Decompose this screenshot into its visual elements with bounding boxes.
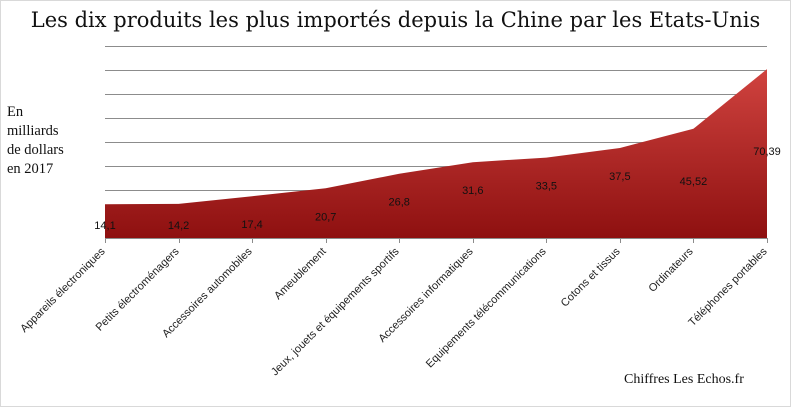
data-label: 17,4 <box>241 219 262 231</box>
y-axis-label-line: milliards <box>7 123 59 139</box>
x-tick-label: Téléphones portables <box>686 245 770 329</box>
data-label: 70,39 <box>753 146 781 158</box>
data-label: 14,1 <box>94 220 115 232</box>
data-label: 45,52 <box>680 176 708 188</box>
y-axis-label: En milliards de dollars en 2017 <box>7 103 97 179</box>
data-label: 20,7 <box>315 211 336 223</box>
source-note: Chiffres Les Echos.fr <box>624 372 744 387</box>
x-tick-label: Appareils électroniques <box>18 245 108 335</box>
data-label: 14,2 <box>168 220 189 232</box>
x-tick-label: Petits électroménagers <box>94 245 182 333</box>
data-label: 33,5 <box>536 181 557 193</box>
x-tick-label: Equipements télécommunications <box>424 245 549 370</box>
y-axis-label-line: en 2017 <box>7 161 54 177</box>
x-tick-label: Ameublement <box>272 246 328 302</box>
data-label: 31,6 <box>462 185 483 197</box>
x-tick-label: Ordinateurs <box>646 245 695 294</box>
x-tick-label: Jeux, jouets et équipements sportifs <box>269 245 402 378</box>
y-axis-label-line: de dollars <box>7 142 64 158</box>
area-series <box>105 69 767 238</box>
data-label: 26,8 <box>389 197 410 209</box>
y-axis-label-line: En <box>7 104 24 120</box>
chart-title: Les dix produits les plus importés depui… <box>30 8 761 32</box>
x-tick-label: Cotons et tissus <box>559 245 623 309</box>
data-label: 37,5 <box>609 171 630 183</box>
